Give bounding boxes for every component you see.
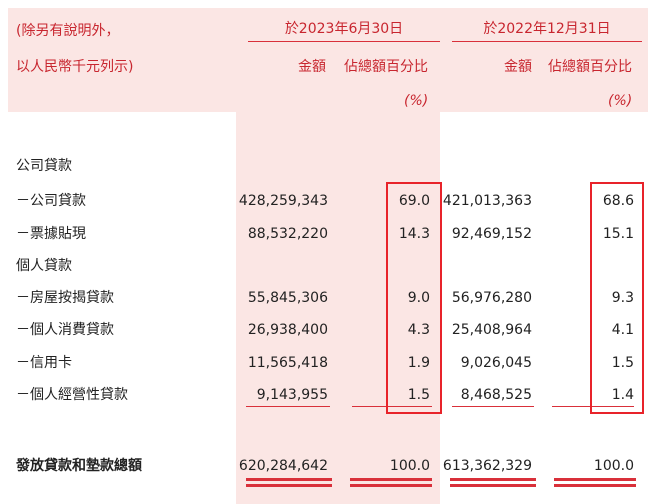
cell-amount-2022: 56,976,280 [451, 290, 532, 306]
cell-amount-2022: 9,026,045 [460, 355, 532, 371]
header-note-line1: (除另有說明外， [16, 23, 120, 39]
header-note-line2: 以人民幣千元列示) [16, 59, 134, 75]
subtotal-rule-amount-2022 [452, 406, 534, 407]
total-label: 發放貸款和墊款總額 [16, 458, 142, 474]
period-2022-underline [452, 41, 642, 42]
total-amount-2022: 613,362,329 [442, 458, 532, 474]
cell-amount-2023: 88,532,220 [247, 226, 328, 242]
highlight-box-pct-2023 [386, 182, 442, 414]
col-share-2023: 佔總額百分比 [344, 59, 428, 75]
row-label: －票據貼現 [16, 226, 86, 242]
cell-pct-2023: 1.9 [407, 355, 430, 371]
cell-pct-2022: 1.5 [611, 355, 634, 371]
cell-pct-2022: 9.3 [611, 290, 634, 306]
cell-pct-2023: 14.3 [398, 226, 430, 242]
period-2022-heading: 於2022年12月31日 [483, 21, 611, 37]
col-share-unit-2022: (%) [608, 93, 633, 109]
cell-amount-2022: 421,013,363 [442, 193, 532, 209]
cell-amount-2023: 55,845,306 [247, 290, 328, 306]
cell-pct-2023: 69.0 [398, 193, 430, 209]
total-double-rule-amount-2023-bottom [246, 484, 332, 487]
cell-pct-2023: 1.5 [407, 387, 430, 403]
cell-pct-2022: 1.4 [611, 387, 634, 403]
row-label: －公司貸款 [16, 193, 86, 209]
highlight-column-band [236, 112, 440, 504]
period-2023-underline [248, 41, 440, 42]
cell-pct-2023: 9.0 [407, 290, 430, 306]
total-double-rule-pct-2022-bottom [554, 484, 636, 487]
row-label-personal-section: 個人貸款 [16, 258, 72, 274]
cell-amount-2022: 25,408,964 [451, 322, 532, 338]
row-label: －個人消費貸款 [16, 322, 114, 338]
row-label: －房屋按揭貸款 [16, 290, 114, 306]
subtotal-rule-amount-2023 [246, 406, 330, 407]
header-band [8, 8, 648, 112]
total-double-rule-amount-2023-top [246, 478, 332, 481]
total-double-rule-pct-2022-top [554, 478, 636, 481]
col-amount-2023: 金額 [298, 59, 326, 75]
cell-amount-2023: 9,143,955 [256, 387, 328, 403]
total-double-rule-amount-2022-bottom [450, 484, 536, 487]
subtotal-rule-pct-2023 [352, 406, 432, 407]
row-label-corporate-section: 公司貸款 [16, 158, 72, 174]
subtotal-rule-pct-2022 [552, 406, 634, 407]
cell-amount-2023: 428,259,343 [238, 193, 328, 209]
cell-amount-2023: 11,565,418 [247, 355, 328, 371]
cell-pct-2022: 68.6 [602, 193, 634, 209]
total-pct-2023: 100.0 [389, 458, 430, 474]
col-share-2022: 佔總額百分比 [548, 59, 632, 75]
cell-amount-2023: 26,938,400 [247, 322, 328, 338]
highlight-box-pct-2022 [590, 182, 644, 414]
period-2023-heading: 於2023年6月30日 [284, 21, 404, 37]
total-amount-2023: 620,284,642 [238, 458, 328, 474]
cell-amount-2022: 8,468,525 [460, 387, 532, 403]
total-double-rule-pct-2023-bottom [350, 484, 432, 487]
col-amount-2022: 金額 [504, 59, 532, 75]
cell-pct-2023: 4.3 [407, 322, 430, 338]
total-double-rule-amount-2022-top [450, 478, 536, 481]
col-share-unit-2023: (%) [404, 93, 429, 109]
cell-amount-2022: 92,469,152 [451, 226, 532, 242]
row-label: －信用卡 [16, 355, 72, 371]
total-double-rule-pct-2023-top [350, 478, 432, 481]
total-pct-2022: 100.0 [593, 458, 634, 474]
cell-pct-2022: 4.1 [611, 322, 634, 338]
row-label: －個人經營性貸款 [16, 387, 128, 403]
cell-pct-2022: 15.1 [602, 226, 634, 242]
